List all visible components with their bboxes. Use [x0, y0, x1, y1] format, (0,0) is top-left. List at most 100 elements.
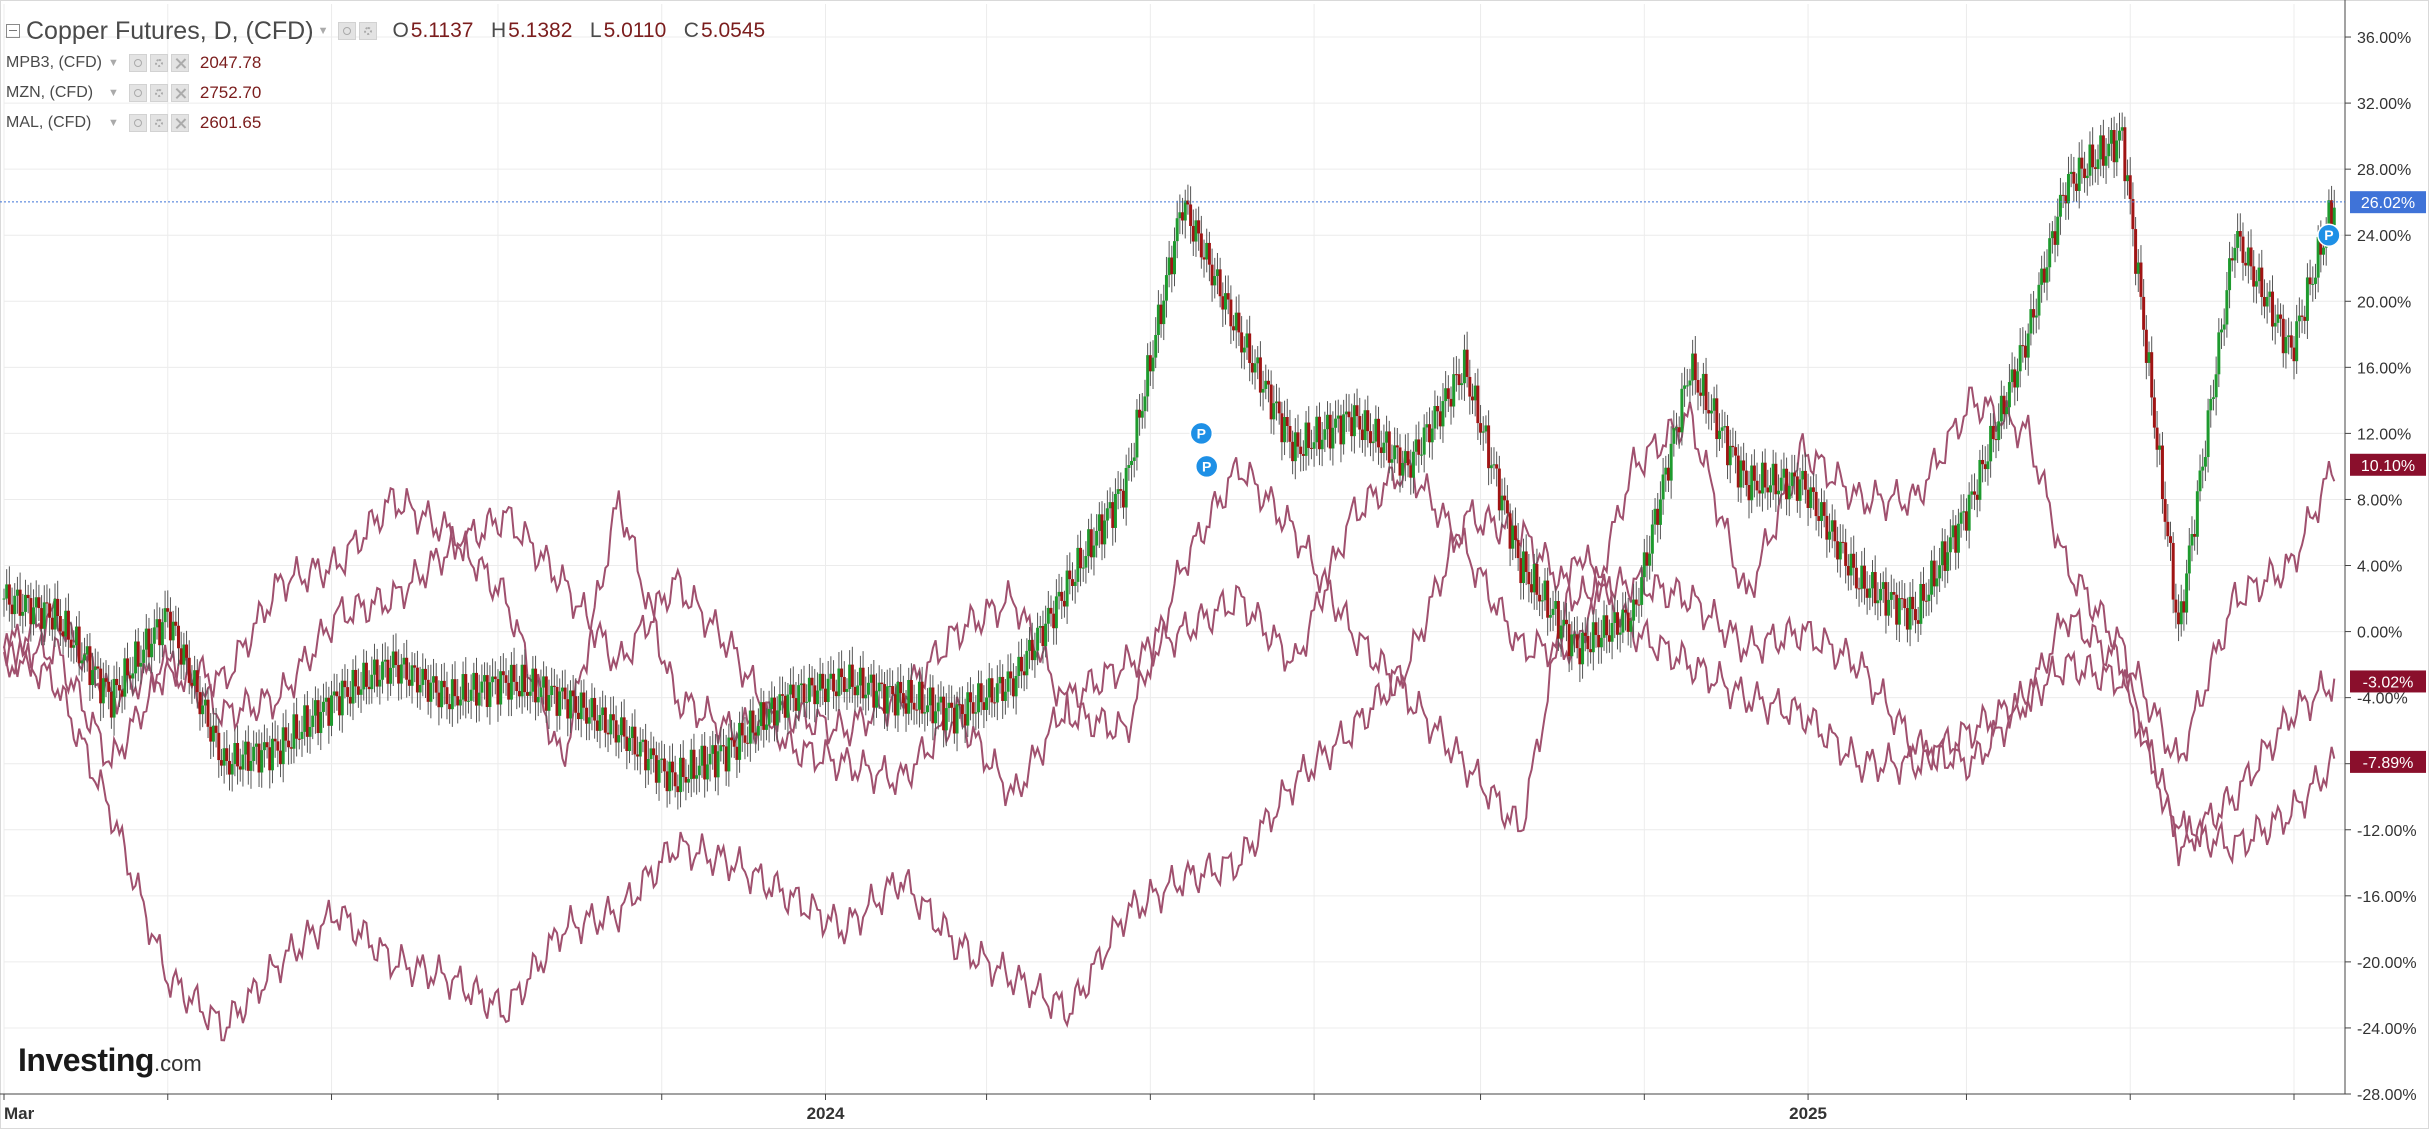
- candle-body: [158, 619, 162, 646]
- main-instrument-title[interactable]: Copper Futures, D, (CFD): [26, 16, 314, 45]
- candle-body: [1277, 401, 1281, 414]
- candle-body: [915, 709, 919, 711]
- candle-body: [1240, 332, 1244, 353]
- candle-body: [958, 704, 962, 706]
- candle-body: [810, 677, 814, 686]
- candle-body: [1876, 600, 1880, 604]
- eye-icon[interactable]: [128, 84, 147, 102]
- chevron-down-icon[interactable]: ▼: [108, 117, 119, 129]
- candle-body: [1723, 426, 1727, 428]
- series-tag: 10.10%: [2361, 458, 2415, 475]
- series-tag-bg: [2350, 453, 2426, 476]
- candle-body: [1283, 417, 1287, 443]
- candle-body: [1470, 396, 1474, 401]
- series-name[interactable]: MZN, (CFD): [6, 84, 94, 101]
- candle-body: [805, 701, 809, 703]
- candle-body: [1275, 401, 1279, 404]
- candle-body: [1581, 632, 1585, 665]
- candle-body: [2005, 407, 2009, 415]
- eye-icon[interactable]: [128, 54, 147, 72]
- candle-body: [1457, 374, 1461, 386]
- gear-icon[interactable]: [149, 114, 168, 132]
- collapse-icon[interactable]: [6, 24, 20, 38]
- close-icon[interactable]: [170, 54, 189, 72]
- candle-body: [1387, 431, 1391, 463]
- candle-body: [1326, 414, 1330, 430]
- candle-body: [2048, 238, 2052, 268]
- candle-body: [692, 749, 696, 779]
- candle-body: [1344, 411, 1348, 415]
- candle-body: [1675, 427, 1679, 429]
- gear-icon[interactable]: [149, 54, 168, 72]
- candle-body: [2091, 144, 2095, 168]
- candle-body: [1556, 600, 1560, 639]
- chevron-down-icon[interactable]: ▼: [108, 57, 119, 69]
- candle-body: [1127, 465, 1131, 468]
- chevron-down-icon[interactable]: ▼: [317, 25, 329, 37]
- candle-body: [316, 700, 320, 734]
- series-name[interactable]: MPB3, (CFD): [6, 54, 102, 71]
- candle-body: [1897, 598, 1901, 625]
- candle-body: [1742, 460, 1746, 471]
- candle-body: [1296, 432, 1300, 447]
- candle-body: [1806, 489, 1810, 508]
- candle-body: [1103, 520, 1107, 545]
- candle-body: [700, 745, 704, 766]
- gear-icon[interactable]: [149, 84, 168, 102]
- candle-body: [708, 753, 712, 765]
- candle-body: [1513, 525, 1517, 541]
- candle-body: [1994, 439, 1998, 441]
- candle-body: [5, 584, 9, 599]
- eye-icon[interactable]: [338, 22, 357, 40]
- candle-body: [2268, 291, 2272, 297]
- series-name[interactable]: MAL, (CFD): [6, 114, 92, 131]
- candle-body: [507, 682, 511, 700]
- candle-body: [963, 714, 967, 726]
- candle-body: [1640, 577, 1644, 605]
- candle-body: [1336, 415, 1340, 419]
- candle-body: [568, 690, 572, 719]
- candle-body: [1089, 529, 1093, 558]
- candle-body: [1079, 547, 1083, 569]
- candle-body: [2131, 199, 2135, 230]
- y-tick-label: 36.00%: [2357, 30, 2411, 47]
- close-icon[interactable]: [170, 84, 189, 102]
- candle-body: [335, 691, 339, 697]
- candle-body: [2171, 542, 2175, 600]
- candle-body: [923, 712, 927, 714]
- candle-body: [364, 662, 368, 687]
- candle-body: [1605, 615, 1609, 636]
- candle-body: [818, 673, 822, 691]
- candle-body: [2066, 173, 2070, 204]
- candle-body: [1594, 622, 1598, 635]
- candle-body: [1411, 451, 1415, 478]
- candle-body: [1551, 608, 1555, 615]
- candle-body: [1726, 426, 1730, 466]
- candle-body: [705, 764, 709, 780]
- candle-body: [1801, 470, 1805, 480]
- candle-body: [177, 625, 181, 649]
- candle-body: [1317, 416, 1321, 450]
- candle-body: [646, 759, 650, 771]
- candle-body: [295, 714, 299, 739]
- candle-body: [48, 603, 52, 618]
- price-tag: 26.02%: [2361, 195, 2415, 212]
- candle-body: [2217, 332, 2221, 375]
- eye-icon[interactable]: [128, 114, 147, 132]
- chevron-down-icon[interactable]: ▼: [108, 87, 119, 99]
- candle-body: [1070, 579, 1074, 586]
- close-icon[interactable]: [170, 114, 189, 132]
- ohlc-readout: O5.1137 H5.1382 L5.0110 C5.0545: [392, 19, 765, 43]
- candle-body: [1299, 446, 1303, 455]
- candle-body: [611, 714, 615, 721]
- candle-body: [2187, 545, 2191, 574]
- candle-body: [1701, 373, 1705, 396]
- gear-icon[interactable]: [359, 22, 378, 40]
- candle-body: [80, 660, 84, 664]
- candle-body: [174, 621, 178, 626]
- candle-body: [1285, 417, 1289, 427]
- candle-body: [2236, 231, 2240, 248]
- candle-body: [1401, 462, 1405, 476]
